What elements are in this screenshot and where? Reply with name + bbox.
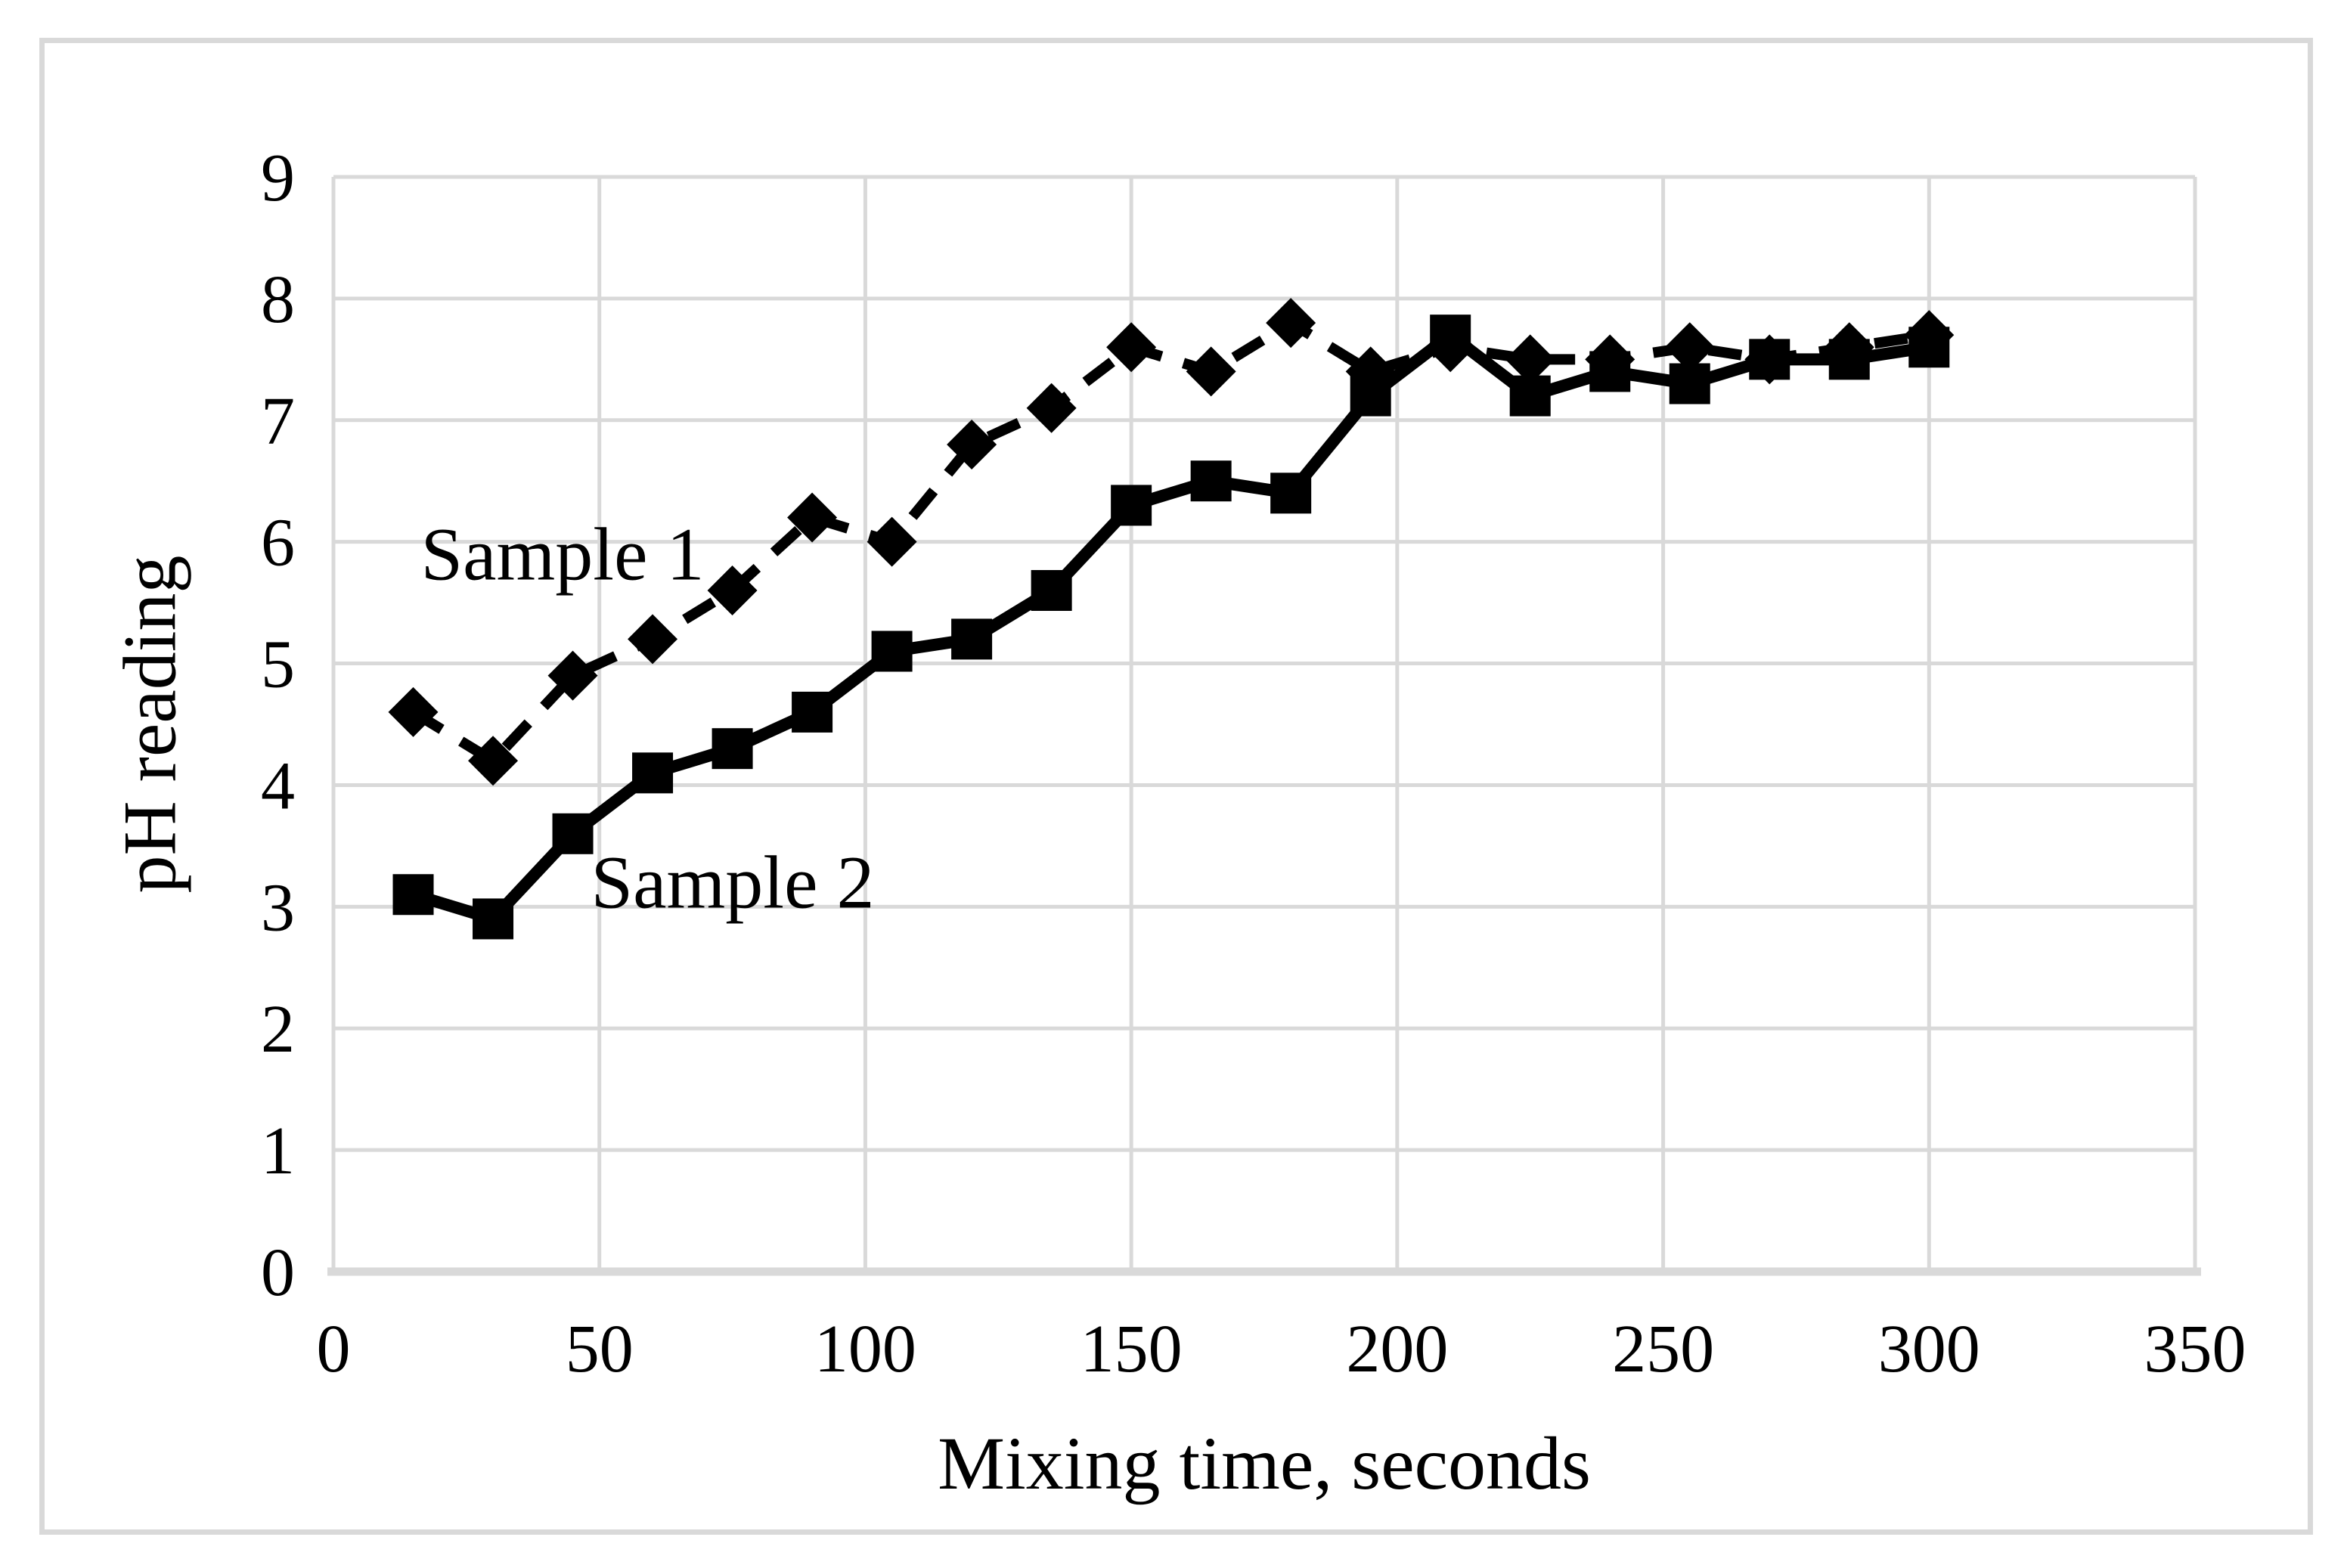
square-marker xyxy=(712,728,753,770)
diamond-marker xyxy=(707,566,758,616)
x-tick-label: 50 xyxy=(566,1312,634,1387)
series-label-sample-1: Sample 1 xyxy=(420,512,705,597)
square-marker xyxy=(1430,315,1471,356)
diamond-marker xyxy=(1664,322,1715,373)
x-tick-label: 350 xyxy=(2144,1312,2246,1387)
series-sample-2 xyxy=(392,315,1950,940)
square-marker xyxy=(1828,339,1870,380)
y-axis-title: pH reading xyxy=(107,555,192,894)
diamond-marker xyxy=(628,614,678,665)
diamond-marker xyxy=(468,736,519,786)
square-marker xyxy=(392,874,434,916)
x-tick-label: 0 xyxy=(317,1312,351,1387)
x-tick-label: 300 xyxy=(1878,1312,1980,1387)
square-marker xyxy=(1190,460,1232,502)
y-tick-label: 2 xyxy=(261,992,295,1067)
diamond-marker xyxy=(1026,383,1077,433)
diamond-marker xyxy=(1505,334,1555,385)
diamond-marker xyxy=(787,492,838,543)
diamond-marker xyxy=(1345,346,1396,397)
series-label-sample-2: Sample 2 xyxy=(591,840,875,925)
x-tick-label: 200 xyxy=(1346,1312,1448,1387)
square-marker xyxy=(632,752,674,794)
square-marker xyxy=(1270,473,1312,514)
page-border xyxy=(39,38,2313,1535)
square-marker xyxy=(1669,363,1710,404)
y-tick-label: 4 xyxy=(261,748,295,823)
square-marker xyxy=(871,631,913,672)
y-tick-label: 5 xyxy=(261,628,295,702)
x-tick-labels: 0 50 100 150 200 250 300 350 xyxy=(317,1312,2246,1387)
square-marker xyxy=(1908,327,1950,368)
y-tick-label: 6 xyxy=(261,506,295,581)
square-marker xyxy=(1031,570,1072,612)
square-marker xyxy=(951,618,993,660)
diamond-marker xyxy=(1186,346,1236,397)
square-marker xyxy=(1111,485,1152,526)
y-tick-label: 1 xyxy=(261,1114,295,1188)
square-marker xyxy=(1509,375,1551,417)
square-marker xyxy=(1749,339,1790,380)
y-tick-label: 3 xyxy=(261,870,295,945)
x-tick-label: 150 xyxy=(1080,1312,1183,1387)
y-tick-label: 9 xyxy=(261,141,295,215)
y-tick-label: 0 xyxy=(261,1235,295,1310)
diamond-marker xyxy=(1106,322,1157,373)
y-tick-label: 8 xyxy=(261,262,295,337)
y-tick-label: 7 xyxy=(261,384,295,459)
x-tick-label: 250 xyxy=(1612,1312,1714,1387)
square-marker xyxy=(1350,375,1391,417)
diamond-marker xyxy=(388,686,439,737)
diamond-marker xyxy=(947,419,997,469)
x-tick-label: 100 xyxy=(814,1312,916,1387)
x-axis-title: Mixing time, seconds xyxy=(938,1421,1591,1505)
diamond-marker xyxy=(1266,298,1316,349)
diamond-marker xyxy=(547,650,598,701)
square-marker xyxy=(1589,351,1631,392)
diamond-marker xyxy=(867,516,917,567)
square-marker xyxy=(552,813,594,854)
square-marker xyxy=(792,691,833,733)
square-marker xyxy=(473,898,514,940)
y-tick-labels: 0 1 2 3 4 5 6 7 8 9 xyxy=(261,141,295,1310)
